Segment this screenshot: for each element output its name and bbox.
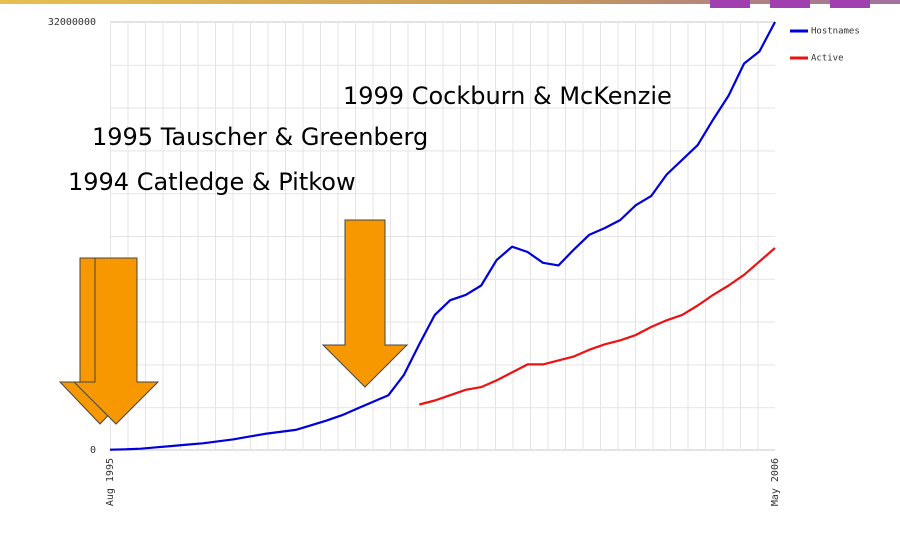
deco (710, 0, 750, 8)
y-tick-label: 32000000 (48, 17, 96, 28)
x-tick-label: May 2006 (770, 458, 781, 506)
x-tick-label: Aug 1995 (105, 458, 116, 506)
legend-label: Active (811, 54, 844, 64)
line (109, 21, 776, 451)
annotation: 1994 Catledge & Pitkow (68, 168, 356, 196)
y-tick-label: 0 (90, 445, 96, 456)
grid-background (110, 22, 775, 450)
legend-label: Hostnames (811, 27, 860, 37)
annotation: 1999 Cockburn & McKenzie (343, 82, 672, 110)
arrow (321, 219, 409, 388)
arrow (72, 257, 160, 425)
top-bar (0, 0, 900, 4)
deco (770, 0, 810, 8)
annotation: 1995 Tauscher & Greenberg (92, 123, 428, 151)
line (419, 247, 776, 406)
deco (830, 0, 870, 8)
